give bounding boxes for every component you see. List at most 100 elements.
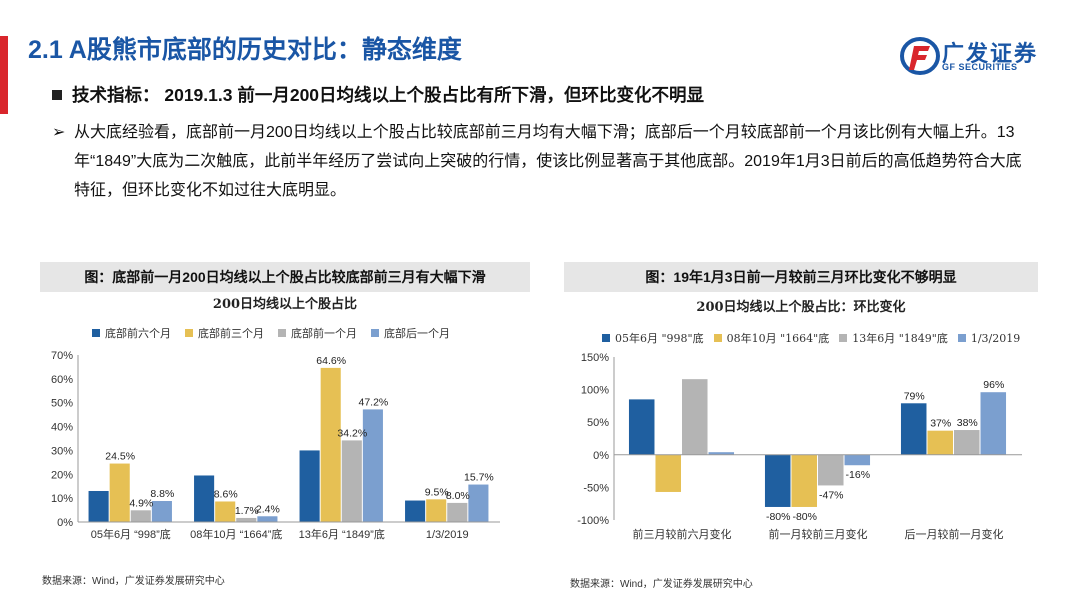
bar-0-3 — [405, 500, 426, 522]
legend-swatch — [92, 329, 100, 337]
data-label: 2.4% — [256, 503, 280, 515]
legend-label: 底部前六个月 — [105, 327, 171, 340]
data-label: 64.6% — [316, 355, 346, 367]
data-label: 38% — [957, 417, 978, 429]
y-tick-label: 0% — [57, 517, 73, 529]
legend-swatch — [713, 334, 722, 342]
accent-bar — [0, 36, 8, 114]
logo-chinese-name: 广发证券 — [942, 41, 1039, 66]
right-chart-heading: 图：19年1月3日前一月较前三月环比变化不够明显 — [564, 262, 1038, 292]
bar-3-0 — [151, 501, 172, 522]
bar-0-1 — [764, 454, 791, 507]
legend-item: 1/3/2019 — [957, 330, 1021, 346]
y-tick-label: 150% — [581, 352, 609, 364]
bar-1-1 — [791, 454, 817, 507]
legend-item: 08年10月 "1664"底 — [713, 330, 830, 346]
legend-label: 13年6月 "1849"底 — [852, 332, 948, 345]
left-chart-heading: 图：底部前一月200日均线以上个股占比较底部前三月有大幅下滑 — [40, 262, 530, 292]
right-chart-legend: 05年6月 "998"底 08年10月 "1664"底 13年6月 "1849"… — [602, 330, 1020, 346]
right-bar-chart: -100% -50% 0% 50% 100% 150% 前三月较前六月变化 前一月较前三月变化… — [577, 352, 1022, 541]
legend-swatch — [839, 334, 848, 342]
bar-3-2 — [980, 392, 1007, 455]
bar-0-0 — [88, 490, 109, 522]
bar-1-0 — [655, 454, 681, 492]
legend-swatch — [602, 334, 610, 342]
bar-3-2 — [362, 409, 383, 522]
category-label: 后一月较前一月变化 — [905, 527, 1004, 541]
right-chart-title: 200日均线以上个股占比：环比变化 — [696, 300, 906, 315]
data-label: 34.2% — [337, 427, 367, 439]
y-tick-label: 50% — [51, 398, 73, 410]
y-tick-label: 30% — [51, 445, 73, 457]
analysis-text: 从大底经验看，底部前一月200日均线以上个股占比较底部前三月均有大幅下滑；底部后… — [74, 124, 1022, 199]
analysis-paragraph: ➢ 从大底经验看，底部前一月200日均线以上个股占比较底部前三月均有大幅下滑；底… — [52, 118, 1032, 205]
bar-1-2 — [320, 367, 341, 522]
legend-item: 底部前一个月 — [278, 325, 357, 341]
bar-2-2 — [954, 430, 980, 455]
bar-0-2 — [299, 450, 320, 522]
logo-english-name: GF SECURITIES — [942, 62, 1018, 72]
bar-2-3 — [447, 502, 468, 522]
legend-label: 05年6月 "998"底 — [615, 332, 704, 345]
bar-1-1 — [215, 501, 236, 522]
bar-3-0 — [708, 452, 735, 455]
legend-item: 底部前三个月 — [185, 325, 264, 341]
data-label: 8.0% — [446, 490, 470, 502]
data-label: 15.7% — [464, 472, 494, 484]
category-label: 1/3/2019 — [426, 529, 469, 541]
data-label: 96% — [983, 379, 1004, 391]
legend-item: 底部后一个月 — [371, 325, 450, 341]
data-label: 8.8% — [150, 488, 174, 500]
bar-1-2 — [927, 430, 953, 455]
bar-2-1 — [236, 517, 257, 522]
legend-item: 05年6月 "998"底 — [602, 330, 704, 346]
data-label: 79% — [904, 390, 925, 402]
tech-indicator-line: 技术指标： 2019.1.3 前一月200日均线以上个股占比有所下滑，但环比变化… — [52, 82, 704, 107]
category-label: 13年6月 “1849”底 — [299, 527, 385, 541]
page-title: 2.1 A股熊市底部的历史对比：静态维度 — [28, 36, 462, 64]
data-label: -80% — [766, 511, 791, 523]
data-label: 4.9% — [129, 497, 153, 509]
bar-0-0 — [628, 399, 655, 455]
data-label: 9.5% — [425, 486, 449, 498]
legend-swatch — [957, 334, 966, 342]
legend-swatch — [185, 329, 193, 337]
company-logo: 广发证券 GF SECURITIES — [900, 36, 1050, 76]
bar-2-1 — [818, 454, 844, 486]
y-tick-label: 0% — [593, 450, 609, 462]
y-tick-label: 10% — [51, 493, 73, 505]
bar-3-1 — [257, 516, 278, 522]
bar-3-1 — [844, 454, 871, 466]
legend-label: 底部前一个月 — [291, 327, 357, 340]
y-tick-label: 60% — [51, 374, 73, 386]
left-chart-source: 数据来源：Wind，广发证券发展研究中心 — [42, 576, 225, 587]
y-tick-label: 100% — [581, 385, 609, 397]
category-label: 05年6月 “998”底 — [91, 527, 171, 541]
bar-2-0 — [130, 510, 151, 522]
bar-2-2 — [341, 440, 362, 522]
legend-label: 底部后一个月 — [384, 327, 450, 340]
bar-0-1 — [194, 475, 215, 522]
left-bar-chart: 0% 10% 20% 30% 40% 50% 60% 70% 05年6月 “998”底 08年10… — [51, 350, 500, 541]
bar-2-0 — [682, 379, 708, 455]
left-chart-legend: 底部前六个月 底部前三个月 底部前一个月 底部后一个月 — [92, 325, 450, 341]
legend-label: 08年10月 "1664"底 — [726, 332, 830, 345]
square-bullet-icon — [52, 90, 62, 100]
data-label: -80% — [792, 511, 817, 523]
left-chart-title: 200日均线以上个股占比 — [212, 297, 358, 312]
right-chart-source: 数据来源：Wind，广发证券发展研究中心 — [570, 579, 753, 590]
tech-indicator-text: 技术指标： 2019.1.3 前一月200日均线以上个股占比有所下滑，但环比变化… — [72, 85, 705, 105]
y-tick-label: 20% — [51, 469, 73, 481]
category-label: 前一月较前三月变化 — [769, 527, 868, 541]
bar-0-2 — [900, 403, 927, 455]
legend-label: 1/3/2019 — [970, 331, 1021, 345]
legend-swatch — [371, 329, 379, 337]
data-label: 37% — [930, 418, 951, 430]
data-label: 8.6% — [214, 488, 238, 500]
y-tick-label: 50% — [587, 417, 609, 429]
data-label: 47.2% — [359, 396, 389, 408]
legend-item: 底部前六个月 — [92, 325, 171, 341]
category-label: 前三月较前六月变化 — [633, 527, 732, 541]
data-label: -16% — [846, 469, 871, 481]
y-tick-label: 40% — [51, 422, 73, 434]
